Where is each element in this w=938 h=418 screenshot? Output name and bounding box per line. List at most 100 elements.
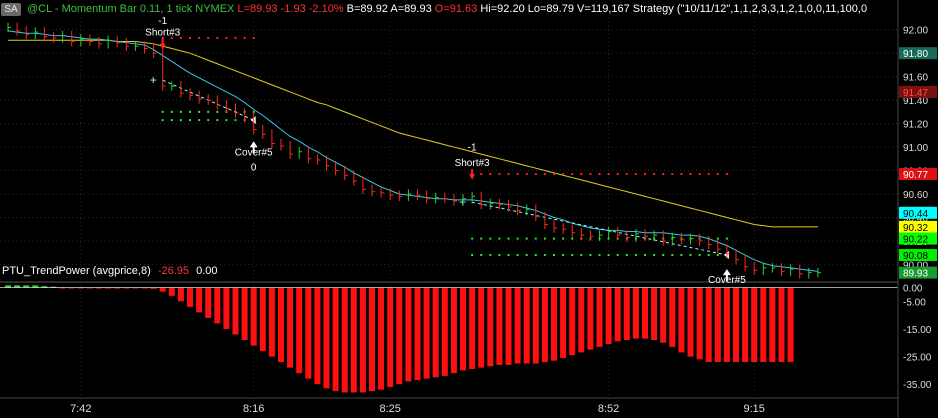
time-tick-label: 8:16 <box>243 403 264 415</box>
short-level-dot <box>698 173 701 176</box>
price-flag-label: 91.47 <box>903 88 928 99</box>
target-level-dot <box>634 254 637 257</box>
target-level-dot <box>179 110 182 113</box>
time-tick-label: 9:15 <box>743 403 764 415</box>
histogram-bar <box>50 286 57 288</box>
histogram-bar <box>223 287 230 329</box>
target-level-dot <box>671 254 674 257</box>
target-level-dot <box>571 254 574 257</box>
trade-line <box>471 201 728 256</box>
histogram-bar <box>32 285 39 288</box>
histogram-bar <box>369 287 375 392</box>
histogram-bar <box>177 287 184 302</box>
short-level-dot <box>607 173 610 176</box>
price-tick-label: 91.40 <box>903 96 928 107</box>
short-level-dot <box>653 173 656 176</box>
histogram-bar <box>296 287 303 374</box>
price-bar <box>662 230 667 246</box>
target-level-dot <box>179 119 182 122</box>
short-level-dot <box>662 173 665 176</box>
target-level-dot <box>553 237 555 240</box>
target-level-dot <box>198 110 201 113</box>
histogram-bar <box>132 287 139 289</box>
price-bar <box>708 236 712 250</box>
price-bar <box>125 37 130 51</box>
histogram-bar <box>569 287 576 356</box>
price-bar <box>371 184 375 197</box>
price-bar <box>444 192 448 204</box>
target-level-dot <box>516 254 519 257</box>
annotation-label: -1 <box>468 143 477 154</box>
histogram-bar <box>168 287 175 296</box>
price-bars <box>7 22 821 279</box>
histogram-bar <box>578 287 585 353</box>
price-bar <box>189 88 193 101</box>
high-price: Hi=92.20 <box>480 3 525 15</box>
target-level-dot <box>625 254 628 257</box>
histogram-bar <box>733 287 739 363</box>
target-level-dot <box>471 237 474 240</box>
target-level-dot <box>680 254 683 257</box>
ma-slow-series <box>8 39 818 228</box>
target-level-dot <box>170 119 173 122</box>
price-bar <box>344 165 348 180</box>
indicator-tick-label: -15.00 <box>903 325 932 336</box>
histogram-bar <box>341 287 348 393</box>
histogram-bar <box>59 287 66 289</box>
price-flag-label: 90.77 <box>903 170 928 181</box>
price-bar <box>198 90 203 104</box>
target-level-dot <box>225 119 228 122</box>
price-bar <box>144 41 148 54</box>
short-level-dot <box>562 173 565 176</box>
target-level-dot <box>562 254 565 257</box>
price-bar <box>25 26 30 40</box>
price-bar <box>644 229 648 241</box>
price-bar <box>89 34 93 47</box>
price-bar <box>407 189 412 202</box>
price-bar <box>426 190 430 204</box>
price-bar <box>207 94 212 105</box>
price-bar <box>398 190 403 202</box>
target-level-dot <box>707 254 710 257</box>
price-bar <box>571 224 576 238</box>
histogram-bar <box>460 287 466 371</box>
price-bar <box>699 233 703 246</box>
ma-slow-line <box>8 39 818 228</box>
price-flag-label: 90.22 <box>903 235 928 246</box>
target-level-dot <box>589 254 592 257</box>
target-level-dot <box>216 119 219 122</box>
target-level-dot <box>543 237 546 240</box>
short-level-dot <box>507 173 510 176</box>
target-level-dot <box>598 254 601 257</box>
price-bar <box>589 230 594 241</box>
time-tick-label: 7:42 <box>70 403 91 415</box>
price-bar <box>608 226 612 240</box>
target-level-dot <box>562 237 565 240</box>
price-bar <box>771 263 776 273</box>
price-bar <box>235 103 239 118</box>
volume: V=119,167 <box>577 3 630 15</box>
sa-badge[interactable]: SA <box>1 3 21 16</box>
price-bar <box>489 198 494 210</box>
histogram-bar <box>541 287 548 363</box>
target-level-dot <box>234 119 237 122</box>
price-bar <box>362 176 366 194</box>
histogram-bar <box>241 287 248 340</box>
price-bar <box>799 264 803 279</box>
price-tick-label: 92.00 <box>903 26 928 37</box>
short-level-dot <box>543 173 546 176</box>
price-flag <box>899 249 937 262</box>
short-level-dot <box>207 36 210 39</box>
histogram-bar <box>605 287 612 345</box>
price-tick-label: 91.00 <box>903 143 928 154</box>
price-flag-label: 90.08 <box>903 251 928 262</box>
histogram-bar <box>5 285 11 288</box>
histogram-bar <box>469 287 476 369</box>
price-tick-label: 90.00 <box>903 260 928 271</box>
histogram-bar <box>414 287 421 381</box>
short-level-dot <box>634 173 637 176</box>
histogram-bar <box>751 287 758 363</box>
price-bar <box>471 191 476 204</box>
